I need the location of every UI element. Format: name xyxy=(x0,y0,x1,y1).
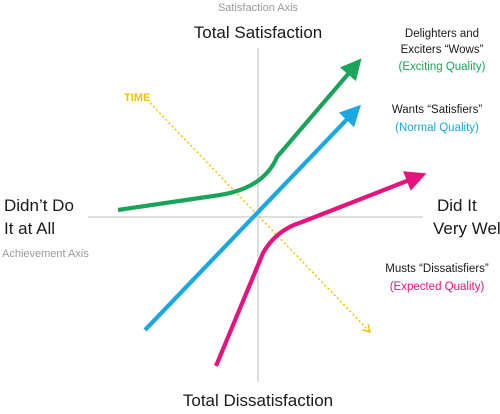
time-label: TIME xyxy=(124,92,150,104)
satisfiers-label: Wants “Satisfiers” xyxy=(392,104,482,116)
left-label-line-1: Didn’t Do xyxy=(4,196,74,215)
satisfiers-curve xyxy=(143,104,361,332)
time-arrow xyxy=(149,102,372,334)
total-dissatisfaction-label: Total Dissatisfaction xyxy=(183,391,333,409)
dissatisfiers-sub-label: (Expected Quality) xyxy=(390,281,485,293)
dissatisfiers-curve xyxy=(214,171,427,367)
delighters-label-line-2: Exciters “Wows” xyxy=(401,44,484,56)
achievement-axis-label: Achievement Axis xyxy=(2,248,89,260)
delighters-curve xyxy=(117,58,362,213)
delighters-label-line-1: Delighters and xyxy=(405,28,479,40)
dissatisfiers-label: Musts “Dissatisfiers” xyxy=(385,263,489,275)
right-label-line-2: Very Well xyxy=(433,219,500,238)
delighters-sub-label: (Exciting Quality) xyxy=(399,61,486,73)
right-label-line-1: Did It xyxy=(437,196,477,215)
left-label-line-2: It at All xyxy=(4,219,55,238)
satisfaction-axis-label: Satisfaction Axis xyxy=(218,2,299,14)
total-satisfaction-label: Total Satisfaction xyxy=(194,23,323,42)
satisfiers-sub-label: (Normal Quality) xyxy=(395,122,479,134)
